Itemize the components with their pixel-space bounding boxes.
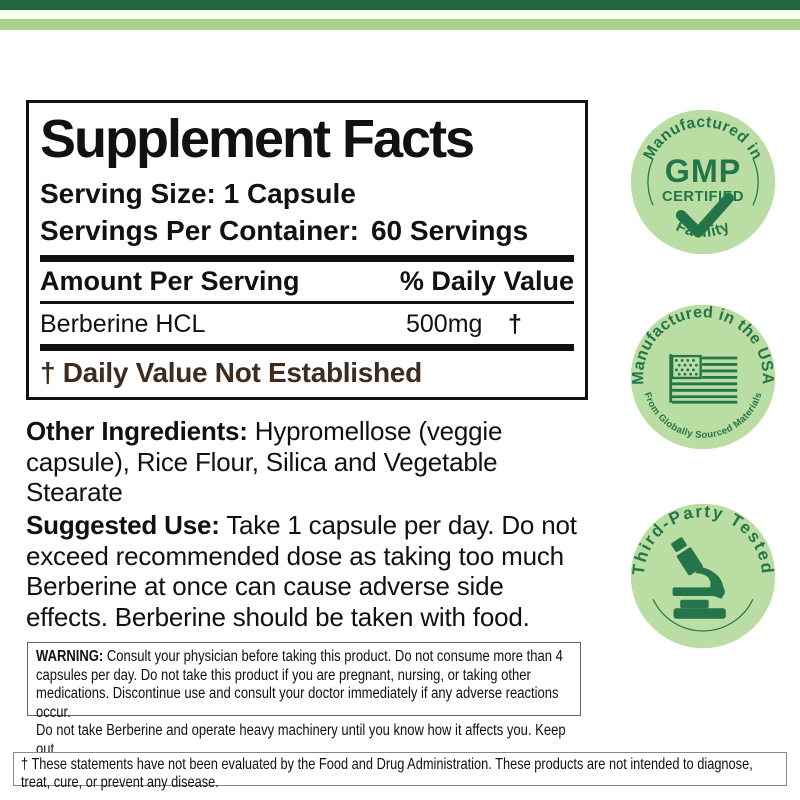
col-daily-value: % Daily Value [399,266,574,296]
ingredient-name: Berberine HCL [40,310,206,338]
badge-left-arc [647,158,654,206]
other-ingredients-label: Other Ingredients: [26,416,248,446]
gmp-certified-badge: Manufactured in GMP CERTIFIED Facility [630,109,776,255]
checkmark-icon [675,192,734,238]
badge-right-arc [752,158,759,206]
supplement-facts-panel: Supplement Facts Serving Size: 1 Capsule… [26,100,588,400]
warning-label: WARNING: [36,648,104,665]
fda-disclaimer-box: † These statements have not been evaluat… [13,752,787,791]
col-amount-per-serving: Amount Per Serving [40,266,300,296]
suggested-use-text: Take 1 capsule per day. Do not exceed re… [26,510,577,633]
daily-value-footnote: † Daily Value Not Established [40,357,422,388]
top-bar-dark-green [0,0,800,10]
divider-thin [40,301,574,304]
badge-circle [630,503,776,649]
flag-stripes [672,356,738,404]
badge-circle [630,109,776,255]
column-header-row: Amount Per Serving % Daily Value [40,268,574,295]
supplement-facts-title: Supplement Facts [40,109,475,169]
servings-per-container-line: Servings Per Container: 60 Servings [40,217,574,245]
divider-thick [40,255,574,262]
top-bar-light-green [0,19,800,30]
svg-text:Facility: Facility [673,218,732,241]
other-ingredients-paragraph: Other Ingredients: Hypromellose (veggie … [26,416,601,508]
flag-stars [674,358,698,376]
serving-size-line: Serving Size: 1 Capsule [40,178,356,209]
other-ingredients-text: Hypromellose (veggie capsule), Rice Flou… [26,416,503,508]
table-row: Berberine HCL 500mg † [40,312,574,337]
top-bar-cream [0,10,800,19]
gmp-badge-bottom-text: Facility [673,218,732,241]
servings-value: 60 Servings [370,215,529,246]
servings-label: Servings Per Container: [40,215,359,246]
third-party-tested-badge: Third-Party Tested [629,502,776,649]
badge-bottom-arc [652,599,754,632]
gmp-badge-primary-text: GMP [665,153,741,189]
usa-flag-icon [669,354,738,404]
warning-paragraph: WARNING: Consult your physician before t… [36,648,578,778]
warning-box: WARNING: Consult your physician before t… [27,642,581,777]
microscope-icon [671,537,726,619]
ingredient-daily-value-dagger: † [508,310,522,338]
divider-thick [40,344,574,351]
fda-disclaimer-text: † These statements have not been evaluat… [21,756,753,792]
ingredient-amount: 500mg [406,310,483,338]
warning-text: Consult your physician before taking thi… [36,648,566,777]
suggested-use-paragraph: Suggested Use: Take 1 capsule per day. D… [26,510,611,633]
made-in-usa-badge: Manufactured in the USA [629,303,777,450]
suggested-use-label: Suggested Use: [26,510,220,540]
